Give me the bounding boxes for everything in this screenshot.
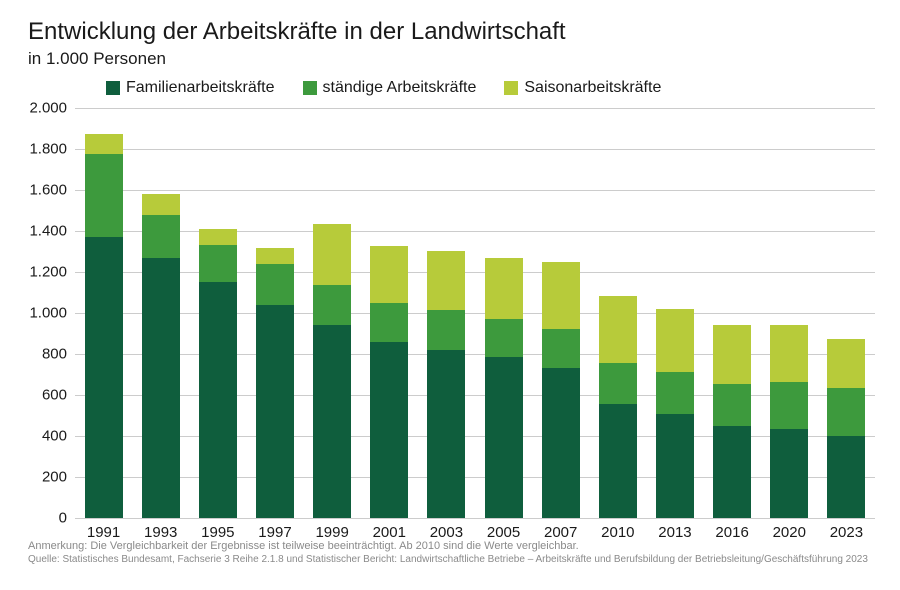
bar-segment-saison bbox=[713, 325, 751, 383]
bar-segment-staendig bbox=[827, 388, 865, 436]
bar-segment-staendig bbox=[142, 215, 180, 258]
bar-segment-saison bbox=[142, 194, 180, 215]
y-tick-label: 200 bbox=[42, 469, 67, 486]
y-tick-label: 1.600 bbox=[29, 182, 67, 199]
y-tick-label: 400 bbox=[42, 428, 67, 445]
legend-item-familie: Familienarbeitskräfte bbox=[106, 79, 275, 97]
bar-group: 2003 bbox=[427, 251, 465, 519]
bar-segment-saison bbox=[542, 262, 580, 330]
y-tick-label: 1.200 bbox=[29, 264, 67, 281]
legend-item-staendig: ständige Arbeitskräfte bbox=[303, 79, 477, 97]
bar-segment-familie bbox=[142, 258, 180, 518]
legend-item-saison: Saisonarbeitskräfte bbox=[504, 79, 661, 97]
y-tick-label: 2.000 bbox=[29, 100, 67, 117]
y-tick-label: 0 bbox=[59, 510, 67, 527]
bar-segment-familie bbox=[485, 357, 523, 518]
bar-segment-staendig bbox=[599, 363, 637, 404]
y-tick-label: 1.000 bbox=[29, 305, 67, 322]
bar-segment-staendig bbox=[427, 310, 465, 350]
footnote-line-1: Anmerkung: Die Vergleichbarkeit der Erge… bbox=[28, 539, 868, 553]
bar-segment-saison bbox=[85, 134, 123, 155]
legend: Familienarbeitskräfte ständige Arbeitskr… bbox=[106, 79, 872, 97]
plot-area: 02004006008001.0001.2001.4001.6001.8002.… bbox=[75, 108, 875, 518]
bar-segment-saison bbox=[313, 224, 351, 286]
footnote-line-2: Quelle: Statistisches Bundesamt, Fachser… bbox=[28, 553, 868, 566]
bar-segment-staendig bbox=[370, 303, 408, 342]
bar-segment-familie bbox=[770, 429, 808, 518]
bar-group: 1999 bbox=[313, 224, 351, 518]
bar-group: 2023 bbox=[827, 339, 865, 518]
bar-segment-staendig bbox=[713, 384, 751, 426]
y-tick-label: 600 bbox=[42, 387, 67, 404]
bar-segment-saison bbox=[656, 309, 694, 373]
chart-footnote: Anmerkung: Die Vergleichbarkeit der Erge… bbox=[28, 539, 868, 566]
bar-segment-saison bbox=[485, 258, 523, 320]
bar-segment-saison bbox=[827, 339, 865, 388]
y-tick-label: 1.400 bbox=[29, 223, 67, 240]
bar-segment-saison bbox=[427, 251, 465, 310]
y-tick-label: 800 bbox=[42, 346, 67, 363]
bar-segment-saison bbox=[370, 246, 408, 302]
chart-container: Entwicklung der Arbeitskräfte in der Lan… bbox=[0, 0, 900, 590]
bar-group: 2010 bbox=[599, 296, 637, 518]
bar-group: 1993 bbox=[142, 194, 180, 518]
bar-segment-familie bbox=[656, 414, 694, 518]
legend-label-familie: Familienarbeitskräfte bbox=[126, 79, 275, 97]
bar-segment-saison bbox=[199, 229, 237, 245]
bar-group: 2020 bbox=[770, 325, 808, 518]
bar-segment-saison bbox=[770, 325, 808, 381]
legend-swatch-saison bbox=[504, 81, 518, 95]
legend-label-saison: Saisonarbeitskräfte bbox=[524, 79, 661, 97]
bar-segment-familie bbox=[427, 350, 465, 518]
bars: 1991 1993 1995 1997 1999 2001 2003 2005 2007 2010… bbox=[75, 108, 875, 518]
bar-segment-staendig bbox=[313, 285, 351, 325]
chart-subtitle: in 1.000 Personen bbox=[28, 49, 872, 69]
bar-group: 2013 bbox=[656, 309, 694, 518]
bar-segment-staendig bbox=[85, 154, 123, 237]
bar-group: 2001 bbox=[370, 246, 408, 518]
bar-group: 1995 bbox=[199, 229, 237, 518]
bar-segment-familie bbox=[827, 436, 865, 518]
bar-group: 2016 bbox=[713, 325, 751, 518]
bar-segment-familie bbox=[599, 404, 637, 518]
bar-group: 2007 bbox=[542, 262, 580, 518]
chart-title: Entwicklung der Arbeitskräfte in der Lan… bbox=[28, 18, 872, 47]
grid-line bbox=[75, 518, 875, 519]
bar-segment-staendig bbox=[256, 264, 294, 305]
bar-segment-familie bbox=[313, 325, 351, 518]
bar-segment-staendig bbox=[656, 372, 694, 414]
bar-segment-familie bbox=[256, 305, 294, 518]
legend-swatch-staendig bbox=[303, 81, 317, 95]
bar-group: 1997 bbox=[256, 248, 294, 518]
bar-segment-familie bbox=[542, 368, 580, 518]
bar-segment-staendig bbox=[199, 245, 237, 282]
bar-group: 2005 bbox=[485, 258, 523, 518]
bar-segment-saison bbox=[256, 248, 294, 263]
bar-group: 1991 bbox=[85, 134, 123, 518]
bar-segment-familie bbox=[713, 426, 751, 518]
y-tick-label: 1.800 bbox=[29, 141, 67, 158]
legend-label-staendig: ständige Arbeitskräfte bbox=[323, 79, 477, 97]
bar-segment-saison bbox=[599, 296, 637, 364]
bar-segment-staendig bbox=[770, 382, 808, 429]
bar-segment-staendig bbox=[542, 329, 580, 368]
bar-segment-familie bbox=[370, 342, 408, 518]
legend-swatch-familie bbox=[106, 81, 120, 95]
bar-segment-familie bbox=[85, 237, 123, 518]
bar-segment-familie bbox=[199, 282, 237, 518]
bar-segment-staendig bbox=[485, 319, 523, 357]
